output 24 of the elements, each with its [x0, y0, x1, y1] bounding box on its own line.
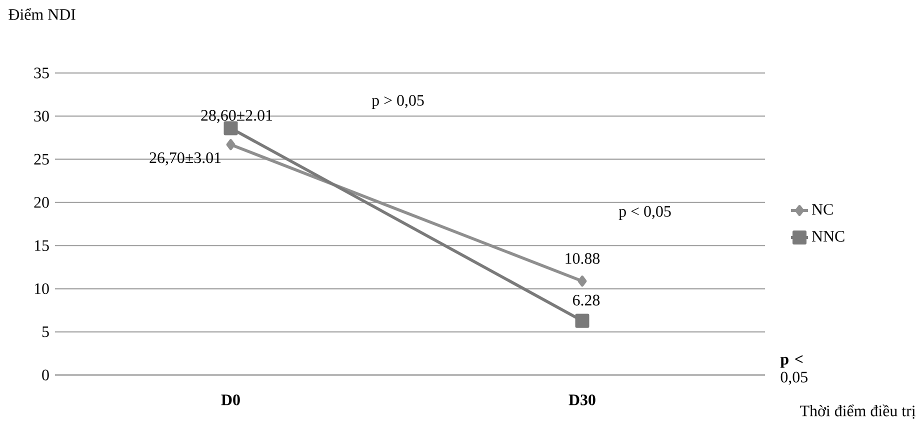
y-axis-title: Điểm NDI — [8, 8, 76, 20]
data-label: 28,60±2.01 — [201, 110, 272, 124]
y-tick-label: 35 — [34, 68, 49, 78]
point — [226, 139, 236, 150]
y-tick-label: 5 — [42, 326, 49, 338]
x-tick-label: D0 — [221, 394, 240, 406]
data-label: 10.88 — [566, 253, 600, 264]
point — [575, 314, 590, 328]
y-tick-label: 10 — [34, 283, 49, 294]
data-label: 26,70±3.01 — [150, 152, 221, 166]
text: p < 0,05 — [780, 355, 808, 385]
data-label: 6.28 — [572, 294, 600, 306]
y-tick-label: 25 — [34, 154, 49, 165]
y-tick-label: 15 — [34, 240, 49, 251]
annotation: p < 0,05 — [618, 206, 671, 220]
y-tick-label: 30 — [34, 110, 49, 122]
y-tick-label: 20 — [34, 197, 49, 208]
annotation: p > 0,05 — [372, 95, 424, 109]
legend-label: NC — [812, 204, 833, 215]
point — [578, 276, 587, 287]
y-tick-label: 0 — [42, 370, 49, 380]
x-tick-label: D30 — [568, 394, 596, 406]
legend-label: NNC — [812, 231, 844, 242]
x-axis-title: Thời điểm điều trị — [800, 404, 916, 419]
